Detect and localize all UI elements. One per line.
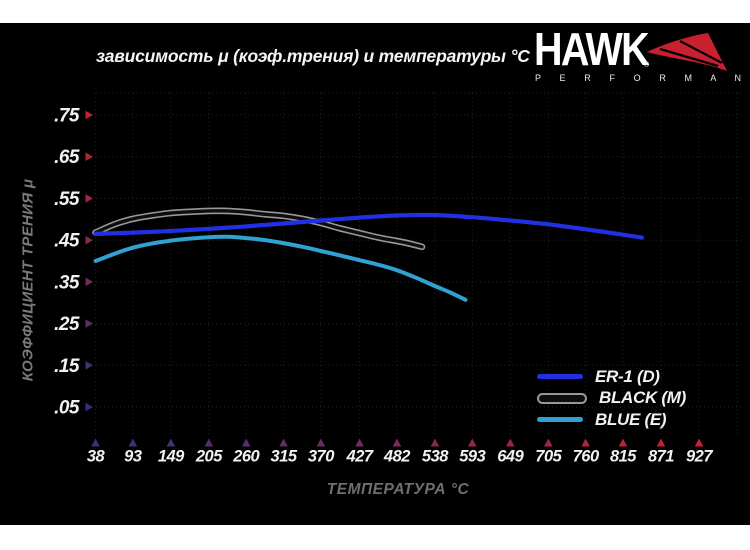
y-tick-label: .05 [54,398,80,419]
x-tick-label: 38 [87,448,106,466]
x-tick-arrow [656,438,666,447]
x-tick-label: 760 [573,448,600,466]
x-tick-label: 482 [383,448,410,466]
y-tick-arrow [85,235,93,245]
x-tick-label: 149 [158,448,185,466]
y-tick-label: .35 [54,272,80,293]
top-white-band [0,0,750,23]
bottom-white-band [0,525,750,550]
legend-item-er1-d: ER-1 (D) [537,366,686,386]
x-tick-arrow [467,438,477,447]
x-tick-label: 649 [497,448,524,466]
x-tick-label: 871 [648,448,674,466]
legend-item-black-m: BLACK (M) [537,388,686,407]
y-tick-label: .45 [54,231,80,252]
series-blue-e [93,234,468,302]
x-tick-label: 370 [308,448,335,466]
chart-background [0,23,750,525]
legend-label: ER-1 (D) [595,366,660,386]
x-tick-arrow [543,438,553,447]
x-tick-label: 927 [686,448,713,466]
x-tick-label: 205 [195,448,223,466]
y-tick-arrow [85,194,93,203]
x-tick-arrow [618,438,628,447]
x-tick-arrow [204,438,214,447]
x-tick-arrow [241,438,251,447]
x-tick-label: 593 [459,448,485,466]
y-tick-label: .75 [54,106,80,127]
chart-legend: ER-1 (D) BLACK (M) BLUE (E) [537,366,686,434]
x-tick-arrow [355,438,364,447]
series-er1-d [93,212,645,240]
legend-swatch-er1-d [537,374,583,379]
y-tick-label: .15 [54,356,80,377]
hawk-logo-wordmark: HAWK [534,23,650,75]
legend-label: BLUE (E) [595,409,667,429]
x-tick-label: 538 [422,448,449,466]
x-tick-arrow [316,438,326,447]
x-tick-arrow [694,438,704,447]
x-tick-label: 93 [124,448,142,466]
y-tick-label: .25 [54,314,80,335]
x-axis-title: ТЕМПЕРАТУРА °C [326,481,470,498]
y-tick-arrow [85,402,93,412]
chart-title: зависимость μ (коэф.трения) и температур… [96,46,530,66]
hawk-wing-icon [647,33,727,71]
x-tick-arrow [505,438,515,447]
x-tick-arrow [128,438,138,447]
x-tick-arrow [581,438,590,447]
y-tick-arrow [85,360,93,370]
hawk-logo: HAWK ® P E R F O R M A N C E [534,26,750,86]
legend-swatch-blue-e [537,417,583,422]
x-tick-arrow [279,438,288,447]
legend-swatch-black-m [537,392,587,404]
x-tick-label: 815 [610,448,637,466]
x-tick-arrow [430,438,440,447]
y-tick-arrow [85,319,93,328]
x-tick-label: 260 [232,448,260,466]
registered-trademark-icon: ® [644,62,650,69]
x-tick-arrow [392,438,402,447]
y-tick-label: .55 [54,189,80,210]
x-tick-label: 705 [535,448,562,466]
x-tick-arrow [91,438,100,447]
legend-item-blue-e: BLUE (E) [537,409,686,429]
legend-label: BLACK (M) [599,388,686,407]
series-black-m [93,209,424,249]
hawk-logo-performance-text: P E R F O R M A N C E [535,73,750,83]
y-tick-arrow [85,110,93,120]
y-axis-title: КОЭФФИЦИЕНТ ТРЕНИЯ μ [19,178,37,382]
y-tick-arrow [85,152,93,162]
y-tick-label: .65 [54,147,80,168]
x-tick-label: 427 [346,448,374,466]
y-tick-arrow [85,277,93,287]
x-tick-label: 315 [271,448,298,466]
x-tick-arrow [166,438,176,447]
